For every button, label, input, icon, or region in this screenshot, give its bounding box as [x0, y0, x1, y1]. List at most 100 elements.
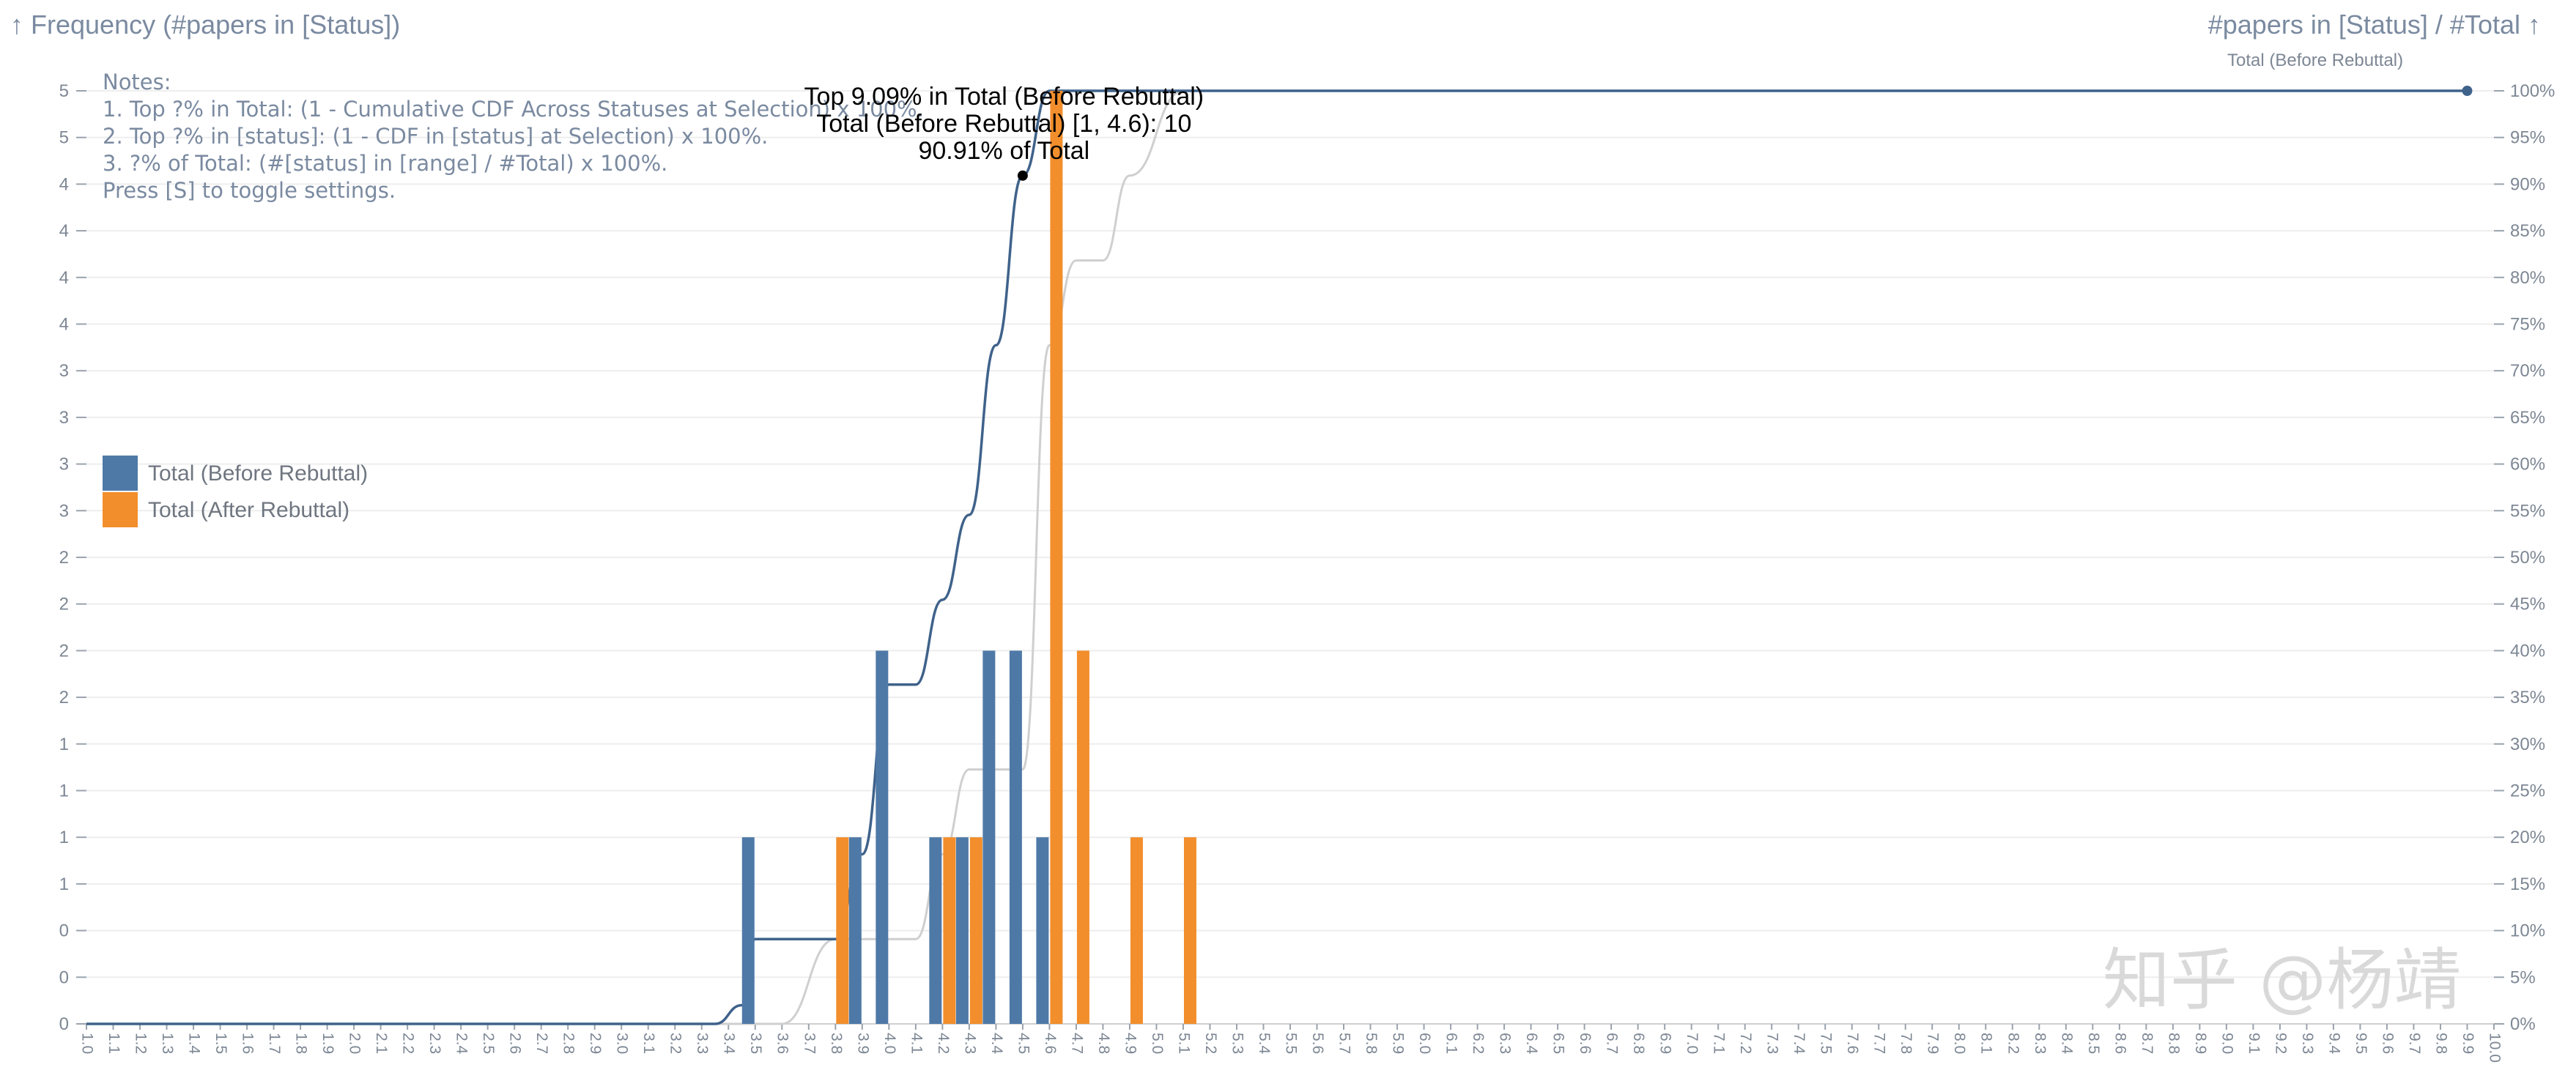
bar-before-rebuttal[interactable] [848, 837, 862, 1024]
x-tick-label: 6.3 [1497, 1033, 1514, 1054]
notes-line: 3. ?% of Total: (#[status] in [range] / … [103, 151, 667, 176]
x-tick-label: 10.0 [2486, 1033, 2503, 1063]
x-tick-label: 4.0 [881, 1033, 898, 1054]
right-y-tick-label: 30% [2510, 735, 2545, 754]
x-tick-label: 7.5 [1818, 1033, 1835, 1054]
right-y-tick-label: 20% [2510, 828, 2545, 847]
x-tick-label: 6.5 [1550, 1033, 1567, 1054]
x-axis-ticks: 1.0 1.1 1.2 1.3 1.4 1.5 1.6 1.7 1.8 1.9 2.0 2.1 2.2 2… [78, 1024, 2503, 1063]
x-tick-label: 5.2 [1202, 1033, 1219, 1054]
x-tick-label: 8.9 [2192, 1033, 2209, 1054]
bar-before-rebuttal[interactable] [1036, 837, 1049, 1024]
x-tick-label: 3.1 [640, 1033, 657, 1054]
x-tick-label: 6.0 [1416, 1033, 1433, 1054]
watermark: 知乎 @杨靖 [2103, 941, 2461, 1019]
legend-item-label[interactable]: Total (After Rebuttal) [148, 498, 349, 522]
right-y-tick-label: 70% [2510, 361, 2545, 381]
x-tick-label: 2.2 [400, 1033, 417, 1054]
bar-before-rebuttal[interactable] [741, 837, 755, 1024]
right-y-tick-label: 10% [2510, 921, 2545, 941]
bar-before-rebuttal[interactable] [876, 650, 889, 1024]
x-tick-label: 1.8 [293, 1033, 310, 1054]
bar-after-rebuttal[interactable] [943, 837, 956, 1024]
bar-before-rebuttal[interactable] [1009, 650, 1022, 1024]
right-y-tick-label: 85% [2510, 221, 2545, 241]
bar-before-rebuttal[interactable] [982, 650, 996, 1024]
left-y-tick-label: 4 [59, 174, 69, 194]
bar-after-rebuttal[interactable] [1050, 91, 1063, 1024]
left-y-tick-label: 3 [59, 361, 69, 381]
grid-lines [86, 90, 2494, 1025]
x-tick-label: 5.1 [1175, 1033, 1192, 1054]
legend-item-label[interactable]: Total (Before Rebuttal) [148, 461, 368, 486]
x-tick-label: 4.8 [1095, 1033, 1112, 1054]
top-right-series-label: Total (Before Rebuttal) [2227, 51, 2403, 70]
left-y-tick-label: 0 [59, 967, 69, 987]
x-tick-label: 4.9 [1122, 1033, 1139, 1054]
left-y-tick-label: 2 [59, 688, 69, 707]
x-tick-label: 9.8 [2432, 1033, 2449, 1054]
left-y-tick-label: 0 [59, 921, 69, 941]
left-y-tick-label: 4 [59, 221, 69, 241]
notes-line: Notes: [103, 70, 171, 94]
left-axis-title: ↑ Frequency (#papers in [Status]) [10, 10, 400, 40]
right-axis-title: #papers in [Status] / #Total ↑ [2208, 10, 2541, 40]
x-tick-label: 9.1 [2246, 1033, 2262, 1054]
x-tick-label: 4.4 [988, 1033, 1005, 1055]
x-tick-label: 4.3 [961, 1033, 978, 1054]
right-y-tick-label: 0% [2510, 1014, 2536, 1034]
x-tick-label: 1.4 [185, 1033, 202, 1055]
x-tick-label: 5.8 [1363, 1033, 1380, 1054]
x-tick-label: 5.6 [1309, 1033, 1326, 1054]
left-y-tick-label: 3 [59, 455, 69, 475]
right-y-tick-label: 80% [2510, 268, 2545, 288]
legend-swatch [103, 456, 138, 491]
x-tick-label: 5.0 [1149, 1033, 1166, 1054]
annotation-line: 90.91% of Total [918, 137, 1089, 165]
left-y-tick-label: 3 [59, 501, 69, 521]
x-tick-label: 1.6 [240, 1033, 256, 1054]
legend[interactable]: Total (Before Rebuttal) Total (After Rebu… [103, 456, 368, 527]
bars[interactable] [741, 91, 1196, 1024]
cdf-end-point [2462, 86, 2473, 96]
right-y-axis-ticks: 0% 5% 10% 15% 20% 25% 30% 35% 40% 45% 50% 55% 60% 65%… [2494, 81, 2555, 1034]
x-tick-label: 2.6 [507, 1033, 524, 1054]
left-y-tick-label: 2 [59, 548, 69, 568]
bar-after-rebuttal[interactable] [1076, 650, 1089, 1024]
x-tick-label: 7.1 [1711, 1033, 1728, 1054]
x-tick-label: 3.0 [614, 1033, 631, 1054]
x-tick-label: 8.7 [2139, 1033, 2155, 1054]
left-y-tick-label: 4 [59, 315, 69, 335]
bar-after-rebuttal[interactable] [1183, 837, 1196, 1024]
x-tick-label: 3.4 [721, 1033, 738, 1055]
x-tick-label: 6.1 [1443, 1033, 1460, 1054]
left-y-tick-label: 2 [59, 595, 69, 614]
right-y-tick-label: 90% [2510, 174, 2545, 194]
x-tick-label: 9.0 [2218, 1033, 2235, 1054]
right-y-tick-label: 35% [2510, 688, 2545, 707]
left-y-tick-label: 3 [59, 408, 69, 428]
legend-swatch [103, 492, 138, 527]
bar-after-rebuttal[interactable] [969, 837, 982, 1024]
bar-after-rebuttal[interactable] [836, 837, 849, 1024]
x-tick-label: 1.1 [106, 1033, 122, 1054]
left-y-tick-label: 2 [59, 641, 69, 661]
x-tick-label: 7.8 [1898, 1033, 1914, 1054]
x-tick-label: 2.0 [347, 1033, 363, 1054]
bar-before-rebuttal[interactable] [929, 837, 942, 1024]
bar-before-rebuttal[interactable] [955, 837, 969, 1024]
x-tick-label: 7.0 [1684, 1033, 1700, 1054]
right-y-tick-label: 65% [2510, 408, 2545, 428]
left-y-tick-label: 1 [59, 828, 69, 847]
x-tick-label: 3.6 [774, 1033, 791, 1054]
x-tick-label: 8.4 [2058, 1033, 2075, 1055]
annotation-marker [1017, 170, 1028, 181]
x-tick-label: 1.2 [132, 1033, 149, 1054]
x-tick-label: 5.3 [1229, 1033, 1246, 1054]
x-tick-label: 9.7 [2406, 1033, 2423, 1054]
bar-after-rebuttal[interactable] [1130, 837, 1143, 1024]
x-tick-label: 8.5 [2085, 1033, 2102, 1054]
x-tick-label: 3.7 [801, 1033, 818, 1054]
right-y-tick-label: 45% [2510, 595, 2545, 614]
